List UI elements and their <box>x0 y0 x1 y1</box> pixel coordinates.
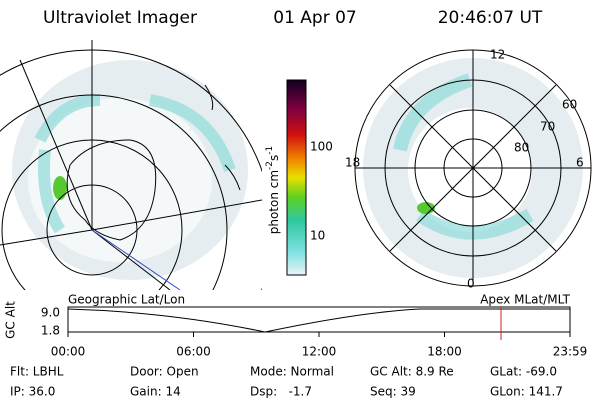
colorbar <box>286 79 307 276</box>
x-tick-label: 18:00 <box>427 345 462 359</box>
y-label: GC Alt <box>4 301 18 339</box>
unit: s <box>267 155 281 161</box>
mlt-label: 12 <box>490 48 505 62</box>
time: 20:46:07 UT <box>438 8 543 28</box>
mlat-label: 70 <box>540 120 555 134</box>
info-field: Mode: Normal <box>250 365 334 379</box>
info-field: IP: 36.0 <box>10 385 55 399</box>
y-tick-label: 9.0 <box>41 306 60 320</box>
title: Ultraviolet Imager <box>43 8 197 28</box>
info-field: GLat: -69.0 <box>490 365 557 379</box>
y-tick-label: 1.8 <box>41 324 60 338</box>
mlat-label: 60 <box>562 98 577 112</box>
mlt-label: 18 <box>345 156 360 170</box>
info-field: Gain: 14 <box>130 385 181 399</box>
date: 01 Apr 07 <box>273 8 356 28</box>
info-field: Dsp: -1.7 <box>250 385 312 399</box>
x-tick-label: 00:00 <box>51 345 86 359</box>
colorbar-label: photon cm-2s-1 <box>265 146 281 235</box>
info-field: GLon: 141.7 <box>490 385 563 399</box>
timeline-title: Apex MLat/MLT <box>480 293 570 307</box>
timeline-title: Geographic Lat/Lon <box>68 293 185 307</box>
unit: photon cm <box>267 170 281 234</box>
exponent: -1 <box>265 146 275 155</box>
info-field: Door: Open <box>130 365 199 379</box>
info-field: Seq: 39 <box>370 385 416 399</box>
x-tick-label: 06:00 <box>176 345 211 359</box>
mlt-label: 0 <box>467 277 475 291</box>
info-field: Flt: LBHL <box>10 365 64 379</box>
polar-plot: 12 18 6 0 60 70 80 <box>345 48 592 291</box>
x-tick-label: 23:59 <box>553 345 588 359</box>
colorbar-tick: 10 <box>310 229 325 243</box>
info-field: GC Alt: 8.9 Re <box>370 365 454 379</box>
colorbar-tick: 100 <box>310 140 333 154</box>
x-tick-label: 12:00 <box>302 345 337 359</box>
mlt-label: 6 <box>576 156 584 170</box>
exponent: -2 <box>265 161 275 170</box>
mlat-label: 80 <box>514 141 529 155</box>
geo-map <box>0 40 262 290</box>
